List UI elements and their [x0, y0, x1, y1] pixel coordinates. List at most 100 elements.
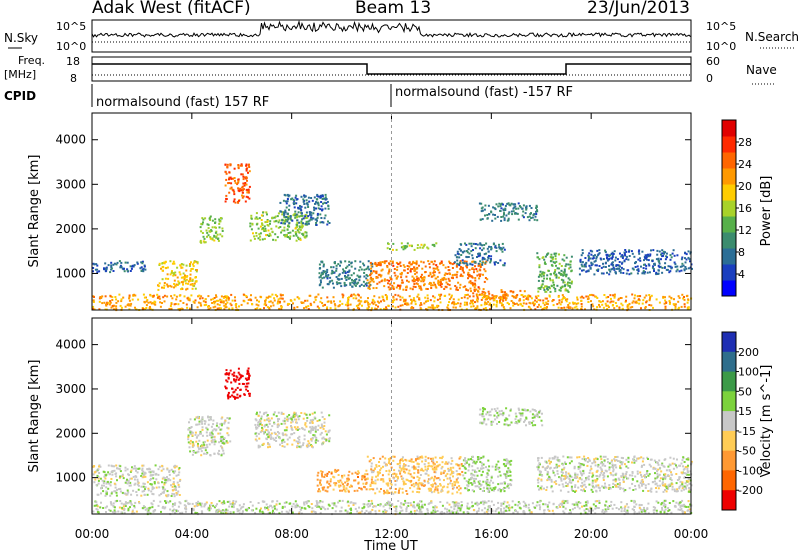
heatmap-cell — [474, 301, 476, 304]
heatmap-cell — [129, 470, 132, 473]
heatmap-cell — [319, 470, 322, 473]
heatmap-cell — [448, 301, 450, 304]
heatmap-cell — [283, 219, 286, 222]
heatmap-cell — [283, 226, 286, 229]
heatmap-cell — [298, 428, 301, 430]
heatmap-cell — [433, 478, 436, 481]
heatmap-cell — [393, 271, 396, 274]
heatmap-cell — [95, 263, 98, 266]
heatmap-cell — [176, 276, 179, 279]
heatmap-cell — [256, 299, 258, 302]
heatmap-cell — [205, 443, 208, 446]
heatmap-cell — [468, 242, 471, 245]
heatmap-cell — [501, 304, 503, 307]
heatmap-cell — [101, 295, 104, 298]
heatmap-cell — [327, 430, 330, 433]
heatmap-cell — [418, 457, 421, 460]
heatmap-cell — [449, 273, 451, 276]
heatmap-cell — [131, 264, 134, 267]
heatmap-cell — [611, 256, 614, 258]
heatmap-cell — [196, 436, 198, 439]
heatmap-cell — [111, 304, 114, 307]
heatmap-cell — [482, 467, 485, 470]
heatmap-cell — [101, 484, 103, 487]
heatmap-cell — [683, 268, 686, 271]
heatmap-cell — [672, 249, 675, 252]
heatmap-cell — [367, 260, 370, 263]
heatmap-cell — [565, 300, 568, 303]
heatmap-cell — [614, 271, 617, 274]
heatmap-cell — [296, 216, 298, 219]
heatmap-cell — [258, 233, 261, 236]
heatmap-cell — [185, 278, 188, 281]
heatmap-cell — [378, 281, 381, 284]
heatmap-cell — [391, 299, 394, 302]
heatmap-cell — [237, 187, 240, 190]
heatmap-cell — [179, 273, 182, 276]
heatmap-cell — [595, 269, 598, 272]
heatmap-cell — [583, 488, 585, 491]
heatmap-cell — [233, 379, 236, 382]
heatmap-cell — [685, 487, 688, 490]
heatmap-cell — [348, 270, 351, 273]
heatmap-cell — [498, 421, 501, 423]
heatmap-cell — [473, 480, 476, 483]
heatmap-cell — [388, 279, 391, 282]
heatmap-cell — [670, 296, 673, 299]
heatmap-cell — [288, 194, 291, 197]
heatmap-cell — [312, 217, 315, 220]
heatmap-cell — [242, 175, 245, 178]
heatmap-cell — [172, 483, 175, 486]
heatmap-cell — [479, 275, 481, 278]
heatmap-cell — [319, 221, 322, 224]
heatmap-cell — [420, 468, 423, 471]
heatmap-cell — [564, 284, 567, 287]
heatmap-cell — [420, 260, 423, 263]
heatmap-cell — [354, 284, 357, 287]
heatmap-cell — [680, 305, 683, 308]
heatmap-cell — [480, 483, 483, 486]
heatmap-cell — [172, 489, 174, 492]
heatmap-cell — [546, 277, 548, 280]
heatmap-cell — [554, 257, 557, 260]
heatmap-cell — [552, 261, 555, 264]
heatmap-cell — [219, 423, 222, 426]
freq-panel: Freq. [MHz] 18 8 60 0 Nave — [4, 54, 777, 85]
heatmap-cell — [465, 308, 468, 311]
heatmap-cell — [366, 266, 369, 269]
heatmap-cell — [322, 436, 325, 439]
heatmap-cell — [374, 492, 377, 495]
heatmap-cell — [196, 306, 199, 309]
heatmap-cell — [670, 267, 673, 270]
heatmap-cell — [592, 257, 595, 259]
heatmap-cell — [551, 258, 554, 261]
heatmap-cell — [166, 273, 169, 276]
heatmap-cell — [358, 307, 361, 310]
heatmap-cell — [411, 275, 414, 278]
heatmap-cell — [259, 431, 262, 434]
heatmap-cell — [135, 467, 138, 470]
heatmap-cell — [126, 261, 129, 264]
heatmap-cell — [570, 481, 573, 484]
heatmap-cell — [514, 418, 517, 421]
heatmap-cell — [325, 275, 328, 278]
heatmap-cell — [378, 465, 381, 467]
heatmap-cell — [631, 306, 634, 308]
heatmap-cell — [519, 417, 522, 420]
heatmap-cell — [396, 463, 399, 466]
heatmap-cell — [326, 480, 329, 483]
heatmap-cell — [481, 464, 484, 467]
heatmap-cell — [674, 265, 677, 268]
heatmap-cell — [680, 489, 683, 492]
heatmap-cell — [173, 488, 176, 491]
heatmap-cell — [228, 171, 231, 174]
heatmap-cell — [605, 304, 608, 307]
heatmap-cell — [482, 273, 484, 276]
heatmap-cell — [484, 277, 487, 279]
heatmap-cell — [681, 459, 684, 462]
heatmap-cell — [403, 265, 406, 268]
heatmap-cell — [221, 235, 224, 238]
heatmap-cell — [397, 305, 400, 308]
heatmap-cell — [350, 261, 353, 264]
heatmap-cell — [270, 227, 273, 230]
